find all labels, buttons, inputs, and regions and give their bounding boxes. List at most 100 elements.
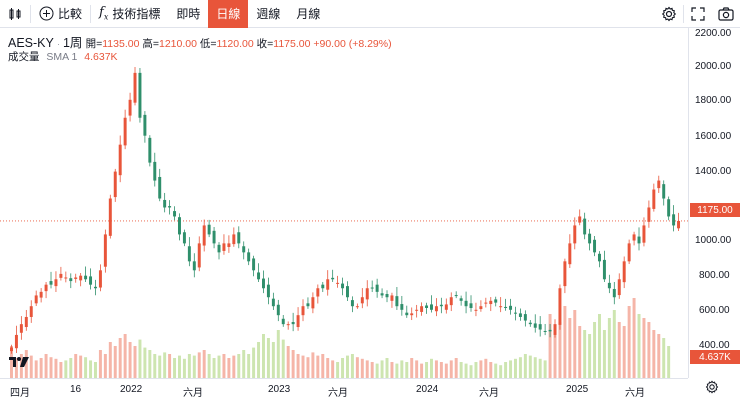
volume-bar [252, 347, 256, 378]
tradingview-logo[interactable] [8, 355, 30, 372]
compare-button[interactable]: 比較 [31, 0, 90, 28]
volume-bar [54, 358, 58, 378]
axis-settings-button[interactable] [705, 380, 719, 397]
candle [197, 236, 201, 272]
volume-bar [509, 360, 513, 378]
candle [98, 264, 102, 292]
candle [138, 68, 142, 123]
candle [94, 279, 97, 296]
volume-bar [533, 357, 537, 378]
price-chart[interactable] [0, 28, 688, 378]
candle [326, 270, 330, 296]
interval-daily[interactable]: 日線 [208, 0, 249, 28]
interval-weekly[interactable]: 週線 [248, 0, 288, 28]
volume-bar [346, 355, 349, 378]
volume-bar [281, 339, 285, 378]
candle [504, 298, 508, 311]
volume-bar [321, 354, 325, 378]
candle [123, 109, 127, 150]
volume-bar [222, 354, 226, 378]
volume-bar [439, 362, 443, 378]
volume-bar [173, 358, 177, 378]
candle [598, 251, 601, 268]
time-axis[interactable]: 四月 16 2022 六月 2023 六月 2024 六月 2025 六月 [0, 378, 688, 400]
price-tick: 600.00 [699, 305, 730, 316]
volume-bar [469, 365, 473, 378]
volume-bar [331, 360, 335, 378]
candle [301, 299, 305, 322]
candle [247, 248, 251, 266]
volume-bar [133, 346, 137, 378]
candle [202, 219, 206, 252]
interval-label: 週線 [256, 7, 281, 21]
interval-label: 日線 [216, 7, 241, 21]
volume-bar [163, 352, 167, 378]
volume-bar [420, 363, 424, 378]
volume-bar [449, 360, 453, 378]
volume-bar [143, 347, 147, 378]
candle [54, 271, 58, 293]
indicators-button[interactable]: fx 技術指標 [91, 0, 168, 28]
volume-bar [563, 306, 567, 378]
volume-bar [306, 357, 310, 378]
interval-label: 月線 [296, 7, 321, 21]
volume-bar [113, 346, 117, 378]
candle [568, 234, 572, 268]
volume-bar [622, 326, 626, 378]
volume-bar [34, 360, 38, 378]
price-tick: 1400.00 [695, 166, 732, 177]
candle [523, 310, 527, 327]
candle [484, 297, 488, 308]
volume-bar [360, 358, 364, 378]
price-tick: 400.00 [699, 340, 730, 351]
candle [64, 271, 68, 283]
chart-type-button[interactable] [0, 0, 30, 28]
volume-bar [227, 358, 231, 378]
volume-bar [291, 350, 295, 378]
candle [252, 255, 256, 277]
volume-bar [405, 362, 409, 378]
volume-bar [158, 355, 162, 378]
candle [469, 295, 473, 312]
price-axis[interactable]: 2200.00 2000.00 1800.00 1600.00 1400.00 … [688, 28, 740, 378]
volume-bar [74, 354, 78, 378]
volume-bar [316, 355, 320, 378]
volume-bar [237, 354, 241, 378]
time-tick: 2022 [120, 384, 143, 395]
candle [444, 298, 448, 314]
volume-bar [266, 338, 270, 378]
settings-button[interactable] [655, 0, 683, 28]
candle [395, 287, 399, 310]
volume-bar [118, 338, 122, 378]
low-value: 1120.00 [216, 38, 254, 50]
interval-monthly[interactable]: 月線 [288, 0, 328, 28]
volume-bar [336, 362, 340, 378]
symbol-legend: AES-KY · 1周 開=1135.00 高=1210.00 低=1120.0… [8, 32, 392, 51]
candle [602, 250, 606, 282]
price-tick: 1600.00 [695, 131, 732, 142]
fullscreen-button[interactable] [684, 0, 712, 28]
candle [672, 205, 676, 232]
volume-bar [583, 330, 587, 378]
volume-bar [10, 346, 13, 378]
volume-bar [632, 298, 636, 378]
interval-realtime[interactable]: 即時 [168, 0, 208, 28]
volume-bar [434, 360, 438, 378]
volume-legend: 成交量 SMA 1 4.637K [8, 49, 118, 64]
volume-bar [410, 358, 414, 378]
interval-name: 1周 [62, 36, 83, 50]
snapshot-button[interactable] [712, 0, 740, 28]
indicators-label: 技術指標 [112, 7, 161, 21]
volume-bar [474, 362, 478, 378]
function-icon: fx [99, 5, 109, 22]
volume-bar [341, 358, 345, 378]
candle [454, 291, 458, 299]
candle [449, 292, 453, 312]
candle [588, 228, 592, 251]
time-tick: 六月 [183, 388, 203, 399]
time-tick: 六月 [625, 388, 645, 399]
candle [617, 273, 621, 299]
candle [237, 226, 241, 249]
candle [59, 266, 63, 281]
volume-bar [59, 362, 63, 378]
